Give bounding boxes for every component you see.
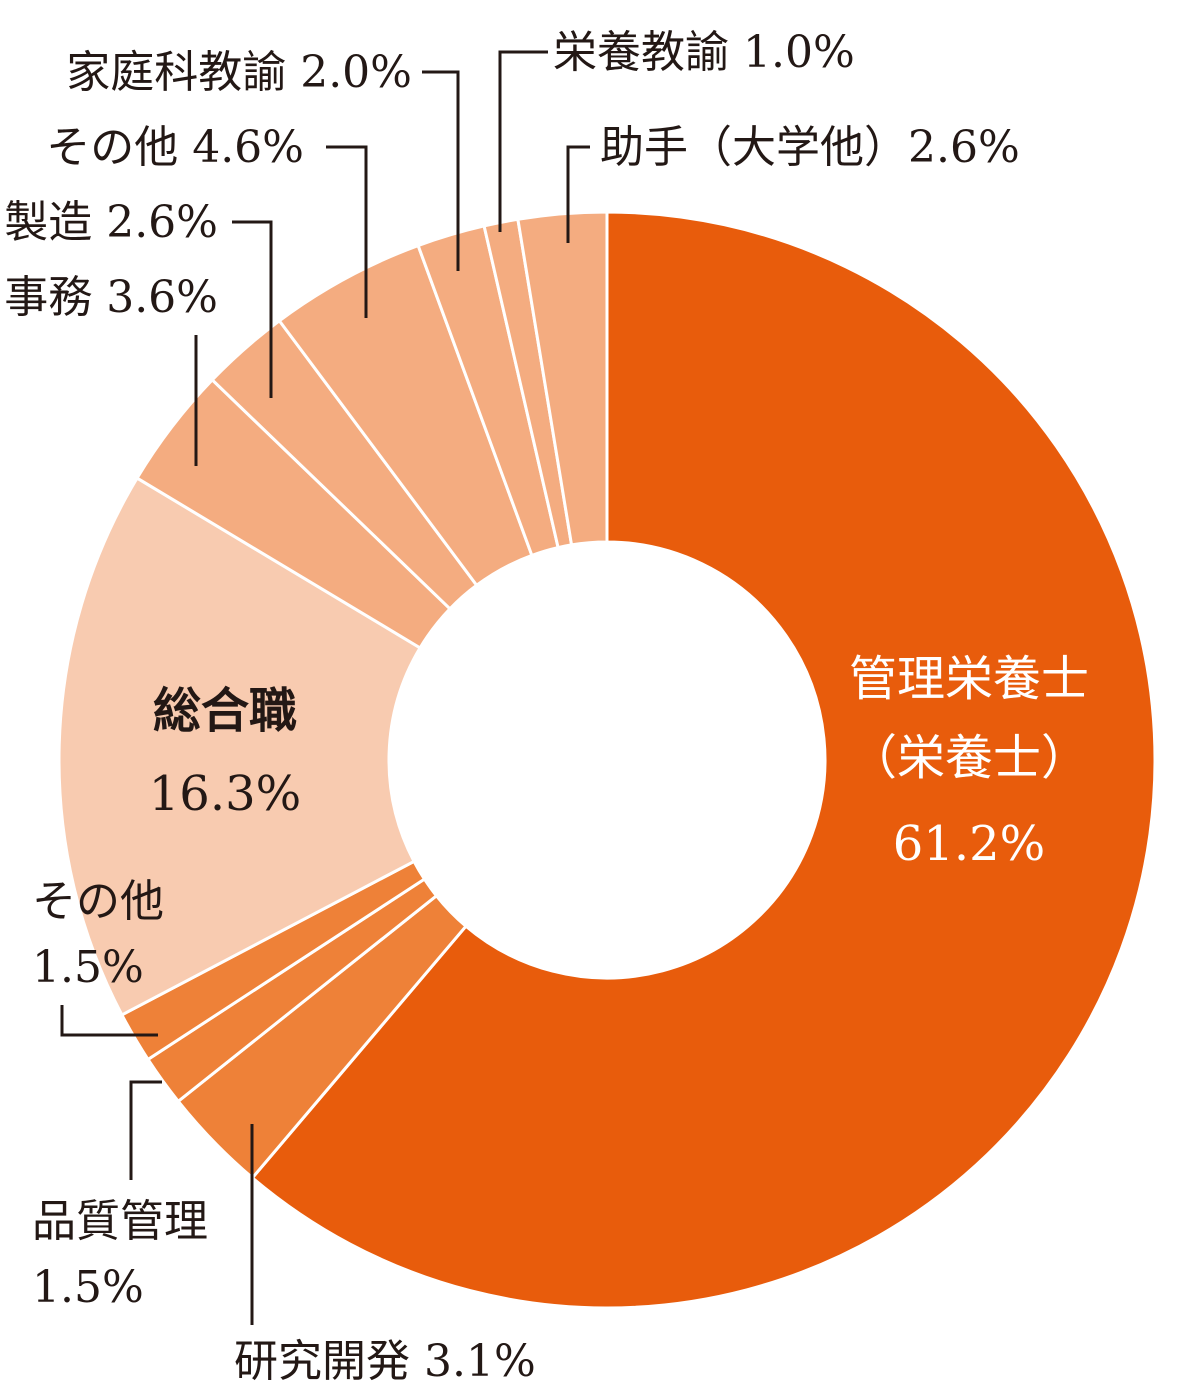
slice-10 (516, 210, 609, 547)
label-hinshitsu-value: 1.5% (32, 1262, 144, 1313)
label-eiyo: 栄養教諭 1.0% (553, 27, 855, 78)
label-kanri-value: 61.2% (893, 816, 1045, 872)
leader-sonota-high (326, 145, 368, 318)
label-joshu: 助手（大学他）2.6% (600, 122, 1020, 173)
leader-sonota-low (60, 1005, 158, 1037)
label-sonota-low-value: 1.5% (32, 942, 144, 993)
label-kanri-line1: 管理栄養士 (849, 651, 1089, 707)
label-sogo-line1: 総合職 (153, 683, 297, 739)
label-sogo: 総合職 16.3% (149, 683, 301, 822)
label-kenkyu: 研究開発 3.1% (234, 1336, 536, 1387)
label-kanri: 管理栄養士 （栄養士） 61.2% (849, 651, 1089, 872)
leader-lines (60, 50, 590, 1325)
label-seizo: 製造 2.6% (4, 197, 218, 248)
leader-eiyo (498, 50, 548, 232)
leader-hinshitsu (129, 1080, 162, 1180)
label-sogo-value: 16.3% (149, 766, 301, 822)
label-sonota-low-line1: その他 (32, 876, 164, 927)
label-kanri-line2: （栄養士） (849, 730, 1089, 786)
slice-4 (57, 476, 423, 1017)
leader-seizo (232, 220, 273, 398)
leader-katei (422, 70, 460, 271)
label-katei: 家庭科教諭 2.0% (66, 47, 412, 98)
leader-joshu (566, 145, 590, 243)
label-sonota-high: その他 4.6% (46, 122, 304, 173)
label-hinshitsu-line1: 品質管理 (32, 1196, 208, 1247)
slice-0 (250, 210, 1157, 1310)
label-jimu: 事務 3.6% (4, 272, 218, 323)
donut-slices (57, 210, 1157, 1310)
